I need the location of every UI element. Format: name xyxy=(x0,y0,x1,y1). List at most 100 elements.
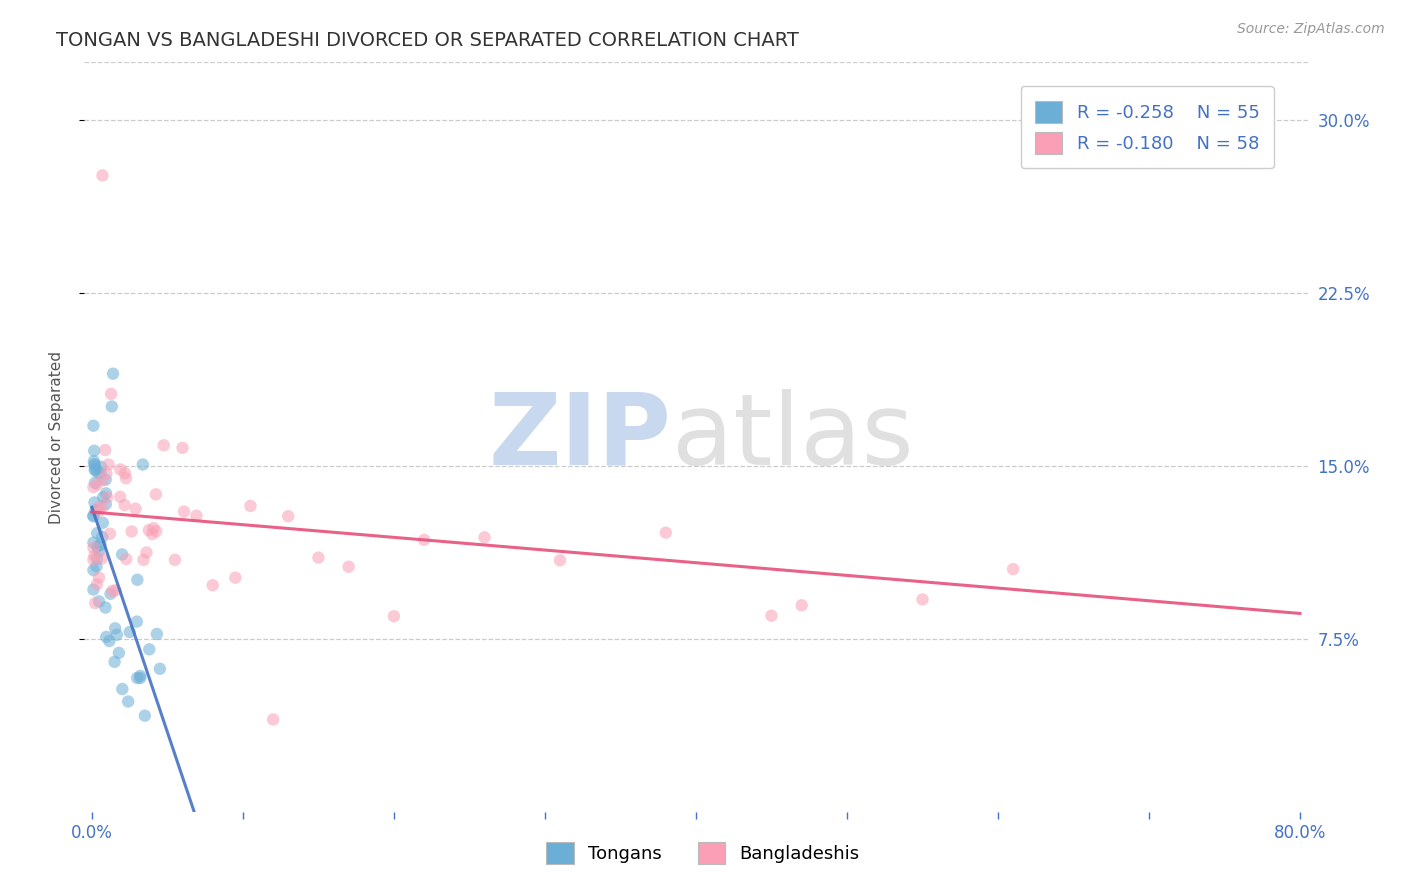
Legend: R = -0.258    N = 55, R = -0.180    N = 58: R = -0.258 N = 55, R = -0.180 N = 58 xyxy=(1021,87,1274,169)
Point xyxy=(152,438,174,452)
Point xyxy=(382,609,405,624)
Text: atlas: atlas xyxy=(672,389,912,485)
Point xyxy=(82,563,104,577)
Point xyxy=(82,541,104,555)
Point xyxy=(655,525,678,540)
Point xyxy=(82,508,104,523)
Point xyxy=(101,367,124,381)
Point xyxy=(101,400,124,414)
Point xyxy=(548,553,571,567)
Point xyxy=(96,491,118,505)
Point xyxy=(127,573,149,587)
Point xyxy=(111,682,134,697)
Point xyxy=(127,671,149,685)
Point xyxy=(84,458,107,473)
Point xyxy=(911,592,934,607)
Point xyxy=(96,467,118,481)
Point xyxy=(90,551,112,566)
Point xyxy=(1002,562,1025,576)
Point xyxy=(86,540,108,554)
Point xyxy=(87,500,110,515)
Point xyxy=(87,594,110,608)
Point xyxy=(82,582,104,597)
Point xyxy=(98,634,121,648)
Point xyxy=(82,552,104,566)
Point xyxy=(91,491,114,505)
Point xyxy=(129,671,152,685)
Point xyxy=(87,571,110,585)
Point xyxy=(239,499,262,513)
Point xyxy=(145,487,167,501)
Point xyxy=(124,501,146,516)
Point xyxy=(82,418,104,433)
Point xyxy=(277,509,299,524)
Point xyxy=(474,530,496,544)
Point xyxy=(172,441,194,455)
Point xyxy=(82,535,104,549)
Point xyxy=(87,544,110,558)
Point xyxy=(83,454,105,468)
Point xyxy=(86,477,108,491)
Point xyxy=(110,462,132,476)
Point xyxy=(91,473,114,487)
Point xyxy=(115,471,138,485)
Point xyxy=(132,553,155,567)
Text: ZIP: ZIP xyxy=(489,389,672,485)
Point xyxy=(97,458,120,472)
Point xyxy=(83,463,105,477)
Point xyxy=(83,443,105,458)
Point xyxy=(94,443,117,458)
Point xyxy=(118,625,141,640)
Point xyxy=(111,548,134,562)
Point xyxy=(91,516,114,530)
Point xyxy=(89,538,111,552)
Point xyxy=(145,524,167,539)
Point xyxy=(201,578,224,592)
Point xyxy=(186,508,208,523)
Point xyxy=(173,505,195,519)
Point xyxy=(86,551,108,566)
Point xyxy=(138,642,160,657)
Point xyxy=(94,600,117,615)
Point xyxy=(82,509,104,524)
Point xyxy=(83,495,105,509)
Point xyxy=(142,521,165,535)
Point xyxy=(114,498,136,512)
Point xyxy=(307,550,329,565)
Point xyxy=(87,504,110,518)
Point xyxy=(90,459,112,474)
Point xyxy=(91,500,114,515)
Point xyxy=(86,526,108,541)
Point xyxy=(413,533,436,547)
Point xyxy=(129,669,152,683)
Point xyxy=(224,571,246,585)
Point xyxy=(98,526,121,541)
Point xyxy=(117,694,139,708)
Point xyxy=(96,630,118,644)
Point xyxy=(108,646,131,660)
Point xyxy=(83,457,105,471)
Point xyxy=(134,708,156,723)
Legend: Tongans, Bangladeshis: Tongans, Bangladeshis xyxy=(531,828,875,879)
Point xyxy=(86,577,108,591)
Point xyxy=(262,713,284,727)
Point xyxy=(84,503,107,517)
Point xyxy=(100,387,122,401)
Point xyxy=(103,655,125,669)
Point xyxy=(337,559,360,574)
Point xyxy=(121,524,143,539)
Point xyxy=(91,169,114,183)
Point xyxy=(761,608,783,623)
Text: Source: ZipAtlas.com: Source: ZipAtlas.com xyxy=(1237,22,1385,37)
Point xyxy=(125,615,148,629)
Point xyxy=(86,559,108,574)
Point xyxy=(135,545,157,559)
Point xyxy=(114,466,136,480)
Point xyxy=(94,486,117,500)
Point xyxy=(790,599,813,613)
Point xyxy=(132,458,155,472)
Point xyxy=(138,523,160,537)
Point xyxy=(83,549,105,563)
Point xyxy=(84,462,107,476)
Point xyxy=(90,467,112,481)
